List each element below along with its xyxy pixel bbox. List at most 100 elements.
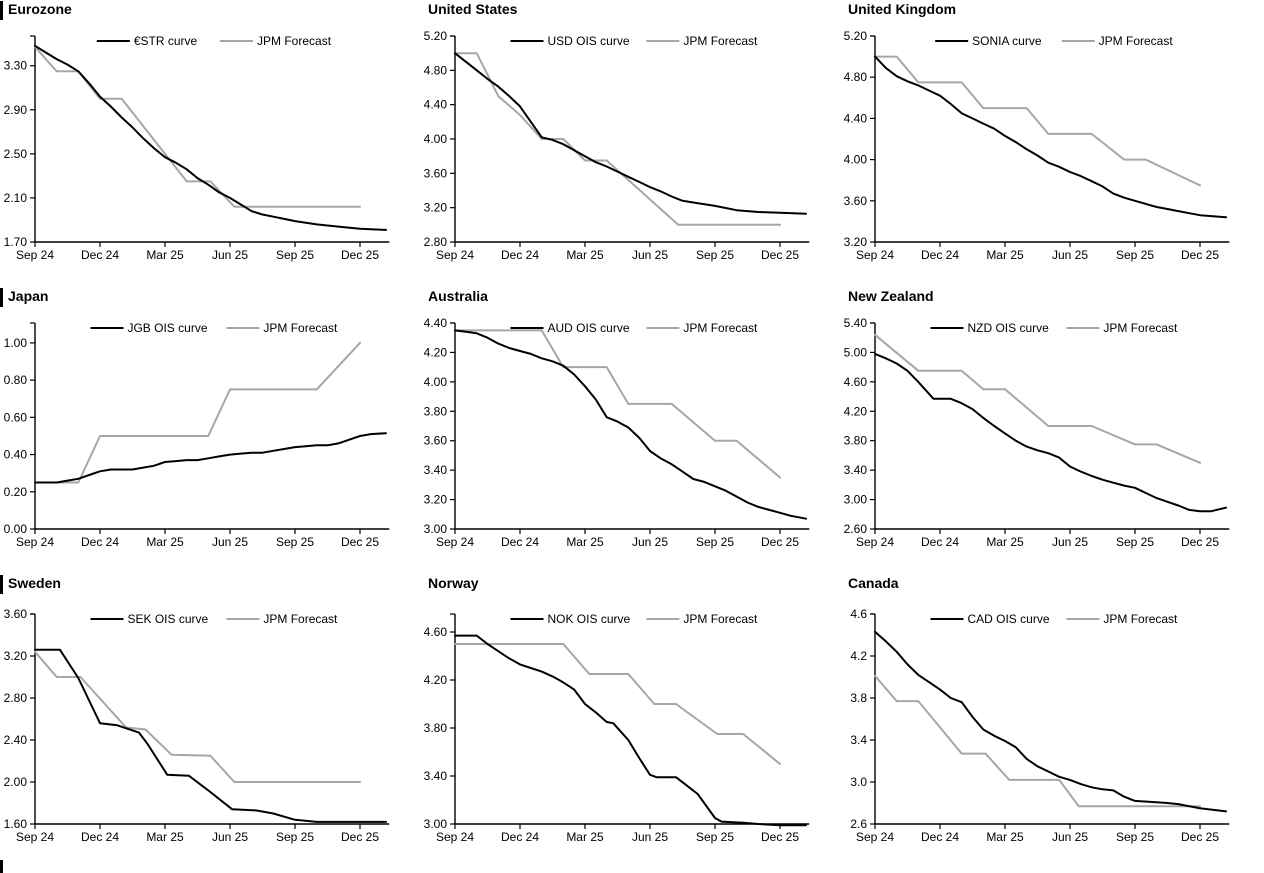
- y-tick-label: 3.20: [424, 201, 448, 215]
- series-group: [454, 52, 807, 226]
- y-tick-label: 4.20: [844, 404, 868, 418]
- series-group: [874, 630, 1227, 813]
- legend: €STR curve JPM Forecast: [96, 34, 332, 48]
- series-group: [874, 333, 1227, 513]
- legend-label-0: USD OIS curve: [547, 34, 629, 48]
- legend: AUD OIS curve JPM Forecast: [510, 321, 758, 335]
- series-group: [34, 44, 387, 231]
- y-tick-label: 0.20: [4, 485, 28, 499]
- x-tick-label: Jun 25: [1052, 248, 1088, 262]
- x-tick-label: Dec 25: [341, 830, 379, 844]
- series-line-jpm-forecast: [874, 333, 1201, 464]
- y-tick-label: 4.60: [424, 625, 448, 639]
- x-tick-label: Sep 25: [1116, 535, 1154, 549]
- y-tick-label: 0.80: [4, 373, 28, 387]
- axes: 1.60 2.00 2.40 2.80 3.20 3.60 Sep 24 Dec 24 Mar …: [4, 607, 390, 844]
- chart-title: Eurozone: [8, 1, 72, 17]
- chart-title: New Zealand: [848, 288, 934, 304]
- chart-panel-new-zealand: New Zealand 2.60 3.00 3.40 3.80 4.20 4.60 5.00…: [840, 287, 1264, 574]
- y-tick-label: 3.8: [850, 691, 867, 705]
- chart-title: Australia: [428, 288, 488, 304]
- chart-canvas-united-kingdom: 3.20 3.60 4.00 4.40 4.80 5.20 Sep 24 Dec 24 Mar …: [844, 29, 1230, 262]
- y-tick-label: 4.80: [844, 70, 868, 84]
- legend-label-0: NZD OIS curve: [967, 321, 1049, 335]
- chart-canvas-sweden: 1.60 2.00 2.40 2.80 3.20 3.60 Sep 24 Dec 24 Mar …: [4, 607, 390, 844]
- x-tick-label: Dec 24: [81, 248, 119, 262]
- series-line-sonia-curve: [874, 55, 1227, 219]
- y-tick-label: 3.20: [424, 493, 448, 507]
- y-tick-label: 2.50: [4, 147, 28, 161]
- y-tick-label: 4.40: [424, 98, 448, 112]
- axes: 2.60 3.00 3.40 3.80 4.20 4.60 5.00 5.40 Sep 24 De…: [844, 316, 1230, 549]
- x-tick-label: Mar 25: [146, 830, 184, 844]
- y-tick-label: 3.20: [844, 235, 868, 249]
- y-tick-label: 4.40: [844, 111, 868, 125]
- y-tick-label: 3.00: [844, 493, 868, 507]
- series-line-usd-ois-curve: [454, 52, 807, 215]
- x-tick-label: Mar 25: [986, 248, 1024, 262]
- x-tick-label: Dec 24: [501, 535, 539, 549]
- legend-label-0: SONIA curve: [972, 34, 1042, 48]
- legend-label-1: JPM Forecast: [257, 34, 332, 48]
- chart-canvas-australia: 3.00 3.20 3.40 3.60 3.80 4.00 4.20 4.40 Sep 24 De…: [424, 316, 810, 549]
- y-tick-label: 3.80: [424, 721, 448, 735]
- chart-title: Norway: [428, 575, 479, 591]
- series-line-cad-ois-curve: [874, 630, 1227, 813]
- x-tick-label: Jun 25: [212, 535, 248, 549]
- x-tick-label: Dec 24: [921, 830, 959, 844]
- x-tick-label: Jun 25: [212, 830, 248, 844]
- y-tick-label: 0.60: [4, 410, 28, 424]
- x-tick-label: Mar 25: [566, 535, 604, 549]
- y-tick-label: 2.90: [4, 103, 28, 117]
- x-tick-label: Dec 24: [921, 248, 959, 262]
- series-group: [34, 648, 387, 823]
- y-tick-label: 1.00: [4, 336, 28, 350]
- y-tick-label: 3.60: [4, 607, 28, 621]
- legend: NOK OIS curve JPM Forecast: [510, 612, 758, 626]
- x-tick-label: Sep 25: [696, 248, 734, 262]
- series-line--str-curve: [34, 44, 387, 231]
- x-tick-label: Dec 25: [1181, 535, 1219, 549]
- y-tick-label: 3.60: [424, 166, 448, 180]
- legend-label-1: JPM Forecast: [683, 321, 758, 335]
- axes: 0.00 0.20 0.40 0.60 0.80 1.00 Sep 24 Dec 24 Mar …: [4, 322, 390, 549]
- axes: 3.00 3.40 3.80 4.20 4.60 Sep 24 Dec 24 Mar 25 Ju…: [424, 613, 810, 844]
- x-tick-label: Sep 25: [276, 248, 314, 262]
- x-tick-label: Jun 25: [1052, 830, 1088, 844]
- legend-label-0: SEK OIS curve: [127, 612, 208, 626]
- axes: 2.6 3.0 3.4 3.8 4.2 4.6 Sep 24 Dec 24 Mar 25 Jun …: [850, 607, 1230, 844]
- x-tick-label: Jun 25: [1052, 535, 1088, 549]
- series-group: [454, 634, 807, 827]
- x-tick-label: Sep 24: [856, 830, 894, 844]
- series-line-jpm-forecast: [454, 643, 781, 765]
- y-tick-label: 2.60: [844, 522, 868, 536]
- x-tick-label: Mar 25: [986, 535, 1024, 549]
- y-tick-label: 3.0: [850, 775, 867, 789]
- x-tick-label: Sep 24: [436, 248, 474, 262]
- chart-panel-canada: Canada 2.6 3.0 3.4 3.8 4.2 4.6 Sep 24 Dec 24 Mar…: [840, 574, 1264, 873]
- chart-title: Canada: [848, 575, 899, 591]
- x-tick-label: Sep 25: [1116, 830, 1154, 844]
- x-tick-label: Jun 25: [632, 248, 668, 262]
- section-marker: [0, 1, 3, 20]
- x-tick-label: Dec 25: [761, 535, 799, 549]
- y-tick-label: 3.00: [424, 522, 448, 536]
- y-tick-label: 5.20: [424, 29, 448, 43]
- legend-label-1: JPM Forecast: [263, 612, 338, 626]
- x-tick-label: Dec 24: [921, 535, 959, 549]
- chart-canvas-eurozone: 1.70 2.10 2.50 2.90 3.30 Sep 24 Dec 24 Mar 25 Ju…: [4, 34, 390, 262]
- x-tick-label: Sep 24: [436, 830, 474, 844]
- x-tick-label: Dec 24: [81, 535, 119, 549]
- legend-label-1: JPM Forecast: [1103, 612, 1178, 626]
- x-tick-label: Sep 24: [16, 535, 54, 549]
- y-tick-label: 3.30: [4, 59, 28, 73]
- legend-label-0: AUD OIS curve: [547, 321, 629, 335]
- y-tick-label: 5.00: [844, 345, 868, 359]
- chart-title: Sweden: [8, 575, 61, 591]
- y-tick-label: 2.10: [4, 191, 28, 205]
- legend-label-1: JPM Forecast: [683, 34, 758, 48]
- chart-title: Japan: [8, 288, 49, 304]
- x-tick-label: Dec 25: [341, 248, 379, 262]
- y-tick-label: 3.4: [850, 733, 867, 747]
- chart-canvas-canada: 2.6 3.0 3.4 3.8 4.2 4.6 Sep 24 Dec 24 Mar 25 Jun …: [850, 607, 1230, 844]
